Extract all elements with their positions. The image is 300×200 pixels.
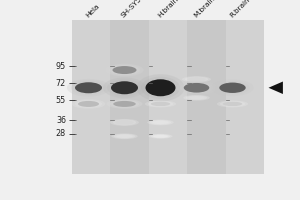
Ellipse shape bbox=[152, 121, 169, 124]
Ellipse shape bbox=[75, 100, 102, 108]
Text: 95: 95 bbox=[56, 62, 66, 71]
Ellipse shape bbox=[107, 79, 142, 96]
Ellipse shape bbox=[145, 100, 176, 107]
Ellipse shape bbox=[67, 79, 110, 97]
Bar bbox=[72, 20, 264, 174]
Ellipse shape bbox=[148, 134, 172, 139]
Ellipse shape bbox=[106, 99, 142, 109]
Ellipse shape bbox=[151, 134, 170, 138]
Text: 36: 36 bbox=[56, 116, 66, 125]
Ellipse shape bbox=[116, 134, 133, 138]
Ellipse shape bbox=[147, 120, 174, 125]
Ellipse shape bbox=[215, 81, 250, 95]
Ellipse shape bbox=[72, 99, 105, 109]
Ellipse shape bbox=[182, 76, 211, 82]
Bar bbox=[149, 20, 187, 174]
Ellipse shape bbox=[116, 120, 134, 125]
Ellipse shape bbox=[110, 100, 139, 108]
Ellipse shape bbox=[151, 102, 170, 106]
Ellipse shape bbox=[141, 77, 180, 99]
Ellipse shape bbox=[146, 79, 176, 96]
Text: Hela: Hela bbox=[84, 3, 100, 19]
Ellipse shape bbox=[103, 77, 146, 98]
Ellipse shape bbox=[114, 134, 135, 139]
Ellipse shape bbox=[113, 101, 136, 107]
Ellipse shape bbox=[113, 120, 136, 125]
Ellipse shape bbox=[75, 82, 102, 93]
Ellipse shape bbox=[150, 120, 171, 125]
Ellipse shape bbox=[105, 64, 144, 76]
Ellipse shape bbox=[180, 82, 213, 94]
Text: 55: 55 bbox=[56, 96, 66, 105]
Ellipse shape bbox=[176, 80, 217, 95]
Ellipse shape bbox=[111, 81, 138, 94]
Bar bbox=[110, 20, 149, 174]
Ellipse shape bbox=[219, 83, 246, 93]
Ellipse shape bbox=[136, 74, 184, 101]
Ellipse shape bbox=[109, 65, 140, 75]
Bar bbox=[187, 20, 226, 174]
Bar bbox=[226, 20, 264, 174]
Ellipse shape bbox=[188, 96, 205, 100]
Ellipse shape bbox=[78, 101, 99, 107]
Bar bbox=[72, 20, 110, 174]
Ellipse shape bbox=[217, 100, 248, 107]
Ellipse shape bbox=[188, 77, 206, 81]
Text: SH-SY5Y: SH-SY5Y bbox=[120, 0, 146, 19]
Ellipse shape bbox=[184, 83, 209, 93]
Ellipse shape bbox=[111, 133, 138, 139]
Text: R.brain: R.brain bbox=[228, 0, 250, 19]
Ellipse shape bbox=[153, 135, 168, 138]
Ellipse shape bbox=[112, 66, 136, 74]
Text: 28: 28 bbox=[56, 129, 66, 138]
Ellipse shape bbox=[148, 101, 173, 107]
Ellipse shape bbox=[186, 95, 207, 100]
Ellipse shape bbox=[71, 81, 106, 95]
Text: H.brain: H.brain bbox=[156, 0, 179, 19]
Ellipse shape bbox=[220, 101, 245, 107]
Ellipse shape bbox=[110, 119, 139, 126]
Ellipse shape bbox=[185, 77, 208, 82]
Polygon shape bbox=[268, 82, 283, 94]
Text: M.brain: M.brain bbox=[192, 0, 216, 19]
Ellipse shape bbox=[212, 79, 254, 96]
Ellipse shape bbox=[223, 102, 242, 106]
Ellipse shape bbox=[183, 95, 210, 101]
Text: 72: 72 bbox=[56, 79, 66, 88]
